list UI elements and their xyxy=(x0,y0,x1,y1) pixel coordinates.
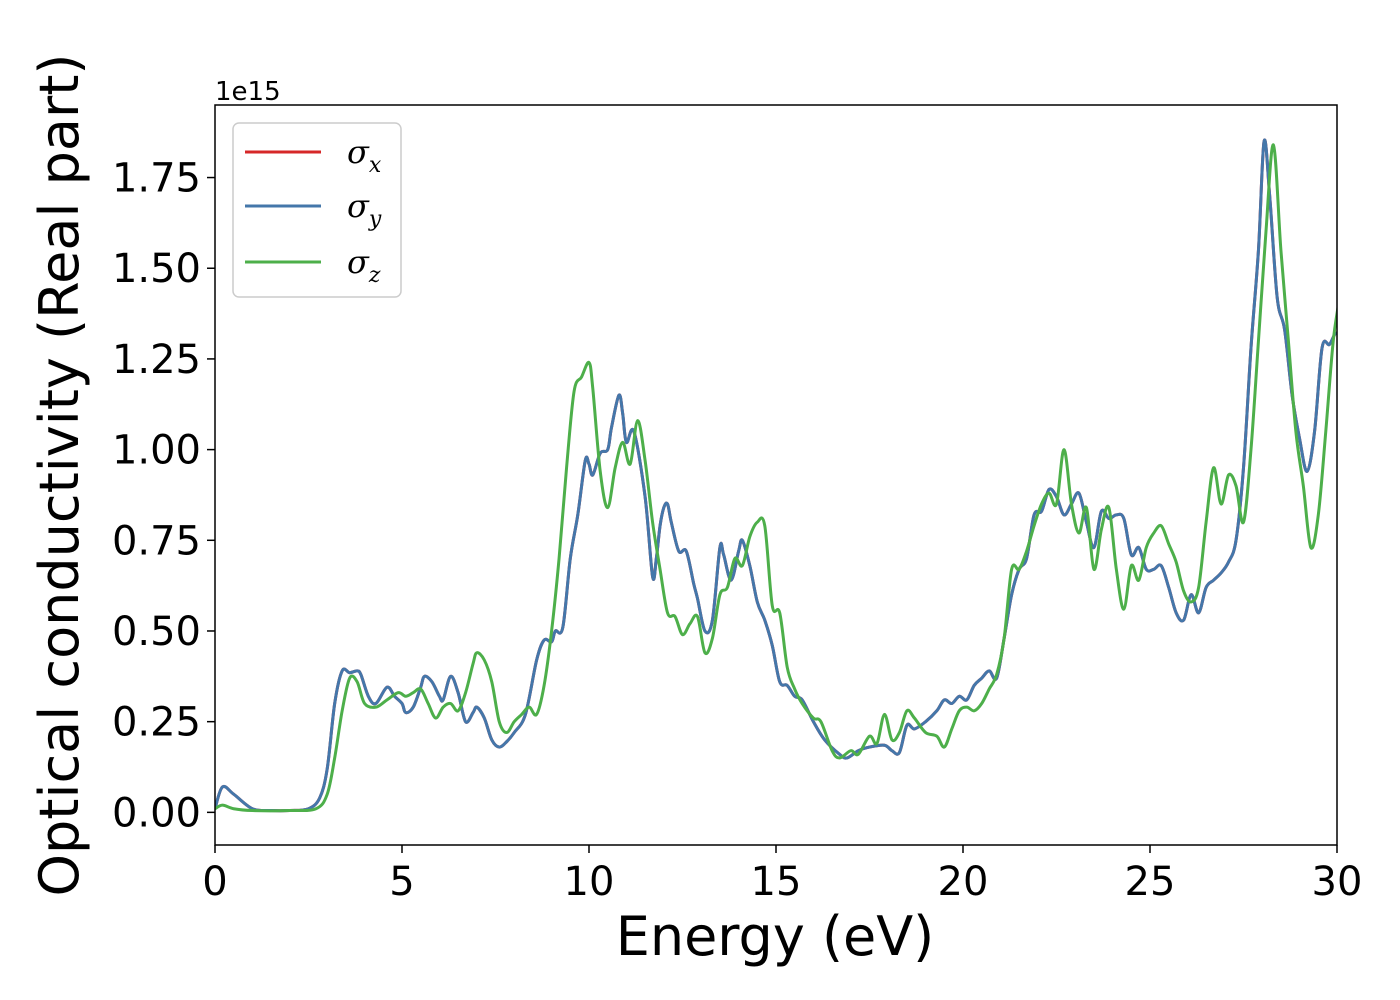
y-tick-label: 1.50 xyxy=(112,246,201,292)
y-tick-label: 0.25 xyxy=(112,700,201,746)
x-axis-title: Energy (eV) xyxy=(616,905,935,968)
y-tick-label: 1.00 xyxy=(112,428,201,474)
y-axis: 0.00 0.25 0.50 0.75 1.00 1.25 1.50 1.75 xyxy=(112,156,215,836)
y-tick-label: 0.50 xyxy=(112,609,201,655)
series-line-z xyxy=(215,143,1337,813)
y-tick-label: 0.00 xyxy=(112,790,201,836)
y-tick-label: 1.75 xyxy=(112,156,201,202)
x-tick-label: 20 xyxy=(938,859,989,905)
series-line-y xyxy=(215,138,1337,813)
x-axis: 0 5 10 15 20 25 30 xyxy=(202,845,1362,905)
legend-sub-y: y xyxy=(368,207,382,232)
legend-sub-x: x xyxy=(369,153,382,178)
y-offset-label: 1e15 xyxy=(215,77,281,107)
y-tick-label: 1.25 xyxy=(112,337,201,383)
x-tick-label: 30 xyxy=(1312,859,1363,905)
y-axis-title: Optical conductivity (Real part) xyxy=(28,54,91,897)
legend-sub-z: z xyxy=(368,263,381,288)
x-tick-label: 25 xyxy=(1125,859,1176,905)
legend-box xyxy=(232,122,402,298)
x-tick-label: 15 xyxy=(751,859,802,905)
series-layer xyxy=(215,138,1337,813)
x-tick-label: 0 xyxy=(202,859,227,905)
y-tick-label: 0.75 xyxy=(112,518,201,564)
x-tick-label: 10 xyxy=(564,859,615,905)
legend: σx σy σz xyxy=(232,122,402,298)
x-tick-label: 5 xyxy=(389,859,414,905)
